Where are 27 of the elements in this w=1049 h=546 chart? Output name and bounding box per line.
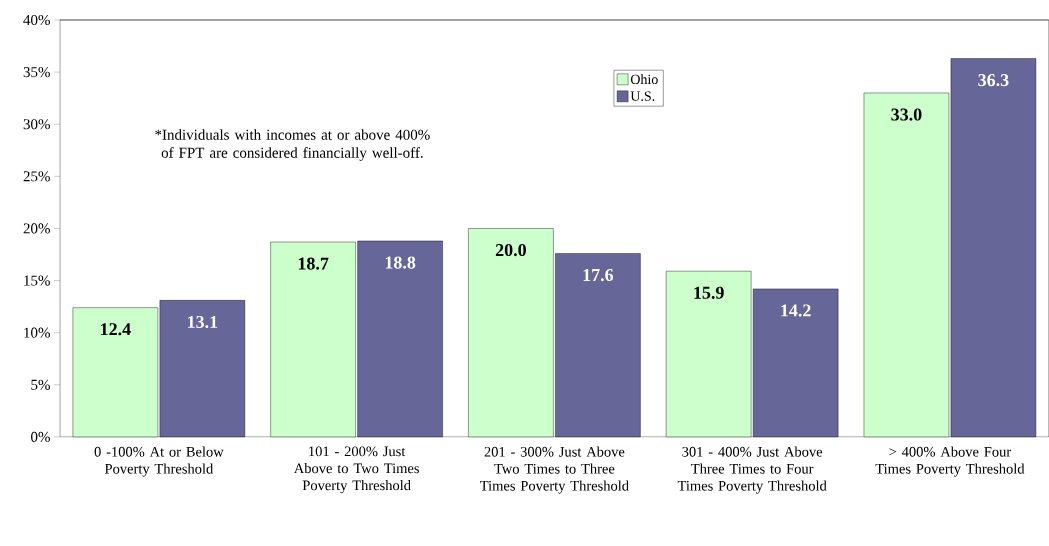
- data-label: 18.7: [298, 257, 329, 270]
- y-tick-label: 15%: [24, 275, 50, 286]
- y-tick-label: 10%: [24, 327, 50, 338]
- data-label: 14.2: [781, 304, 811, 317]
- x-tick-label: 301 - 400% Just Above Three Times to Four Times Poverty Threshold: [677, 446, 827, 494]
- legend-label: Ohio: [630, 74, 658, 85]
- y-tick-label: 30%: [23, 119, 50, 130]
- y-tick-label: 20%: [23, 223, 50, 234]
- data-label: 18.8: [385, 256, 416, 269]
- y-tick-label: 5%: [31, 379, 50, 390]
- data-label: 36.3: [978, 74, 1009, 87]
- y-tick-label: 0%: [31, 431, 50, 443]
- x-tick-label: 0 -100% At or Below Poverty Threshold: [94, 446, 224, 477]
- x-tick-label: 101 - 200% Just Above to Two Times Poverty Threshold: [293, 446, 419, 494]
- data-label: 12.4: [101, 323, 131, 336]
- data-label: 15.9: [694, 286, 724, 299]
- x-tick-label: > 400% Above Four Times Poverty Threshold: [875, 446, 1025, 477]
- y-tick-label: 40%: [23, 14, 50, 26]
- x-tick-label: 201 - 300% Just Above Two Times to Three Times Poverty Threshold: [480, 446, 629, 494]
- legend-label: U.S.: [630, 91, 655, 101]
- data-label: 33.0: [891, 108, 922, 121]
- data-label: 20.0: [495, 244, 526, 257]
- y-tick-label: 35%: [23, 67, 50, 78]
- data-label: 17.6: [583, 269, 614, 282]
- annotation: *Individuals with incomes at or above 400% of FPT are considered financially well-off.: [155, 129, 430, 161]
- y-tick-label: 25%: [23, 171, 50, 182]
- data-label: 13.1: [188, 315, 218, 329]
